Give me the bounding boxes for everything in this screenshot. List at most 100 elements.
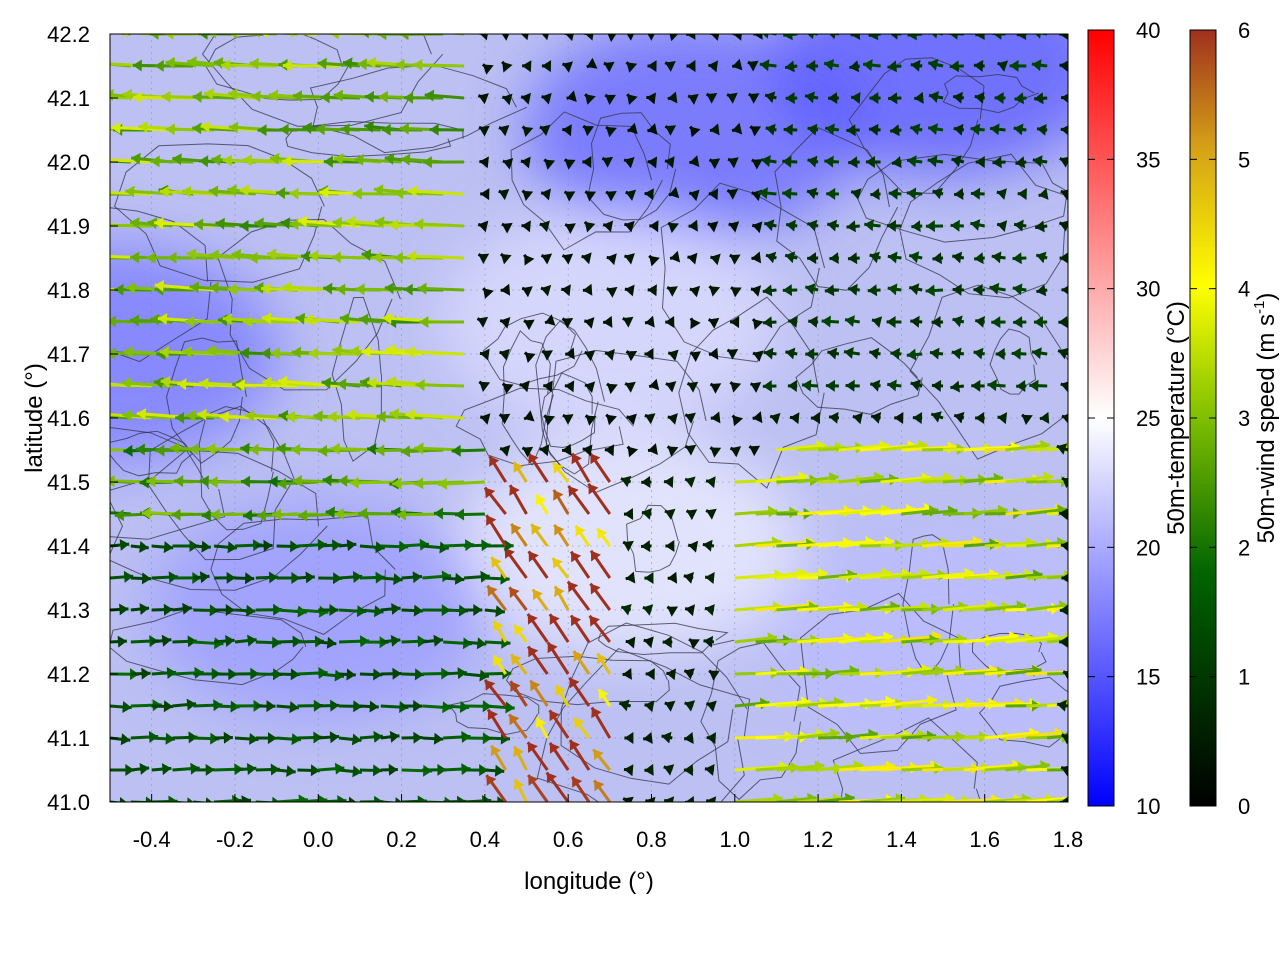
- wind-vector-head: [249, 443, 259, 456]
- wind-vector-head: [562, 443, 572, 456]
- wind-vector-head: [598, 689, 609, 700]
- wind-vector-head: [439, 541, 449, 554]
- wind-vector-head: [346, 539, 357, 552]
- wind-vector-head: [498, 125, 510, 137]
- wind-vector-head: [785, 92, 795, 105]
- wind-vector-head: [690, 126, 701, 138]
- wind-vector-head: [372, 251, 382, 264]
- wind-vector-head: [480, 188, 490, 201]
- wind-vector-head: [334, 508, 344, 520]
- wind-vector-head: [399, 122, 409, 135]
- wind-vector-head: [554, 524, 565, 536]
- wind-vector-shaft: [1047, 543, 1068, 548]
- wind-vector-head: [457, 667, 467, 680]
- wind-vector-head: [585, 94, 596, 105]
- contour-line: [110, 449, 328, 591]
- wind-vector-head: [1061, 734, 1068, 745]
- wind-vector-head: [80, 314, 89, 326]
- wind-vector-head: [139, 476, 149, 489]
- wind-vector-head: [824, 155, 834, 168]
- wind-vector-head: [569, 677, 580, 689]
- colorbar-tick-label: 5: [1238, 147, 1250, 172]
- wind-vector-shaft: [984, 731, 1040, 740]
- wind-vector-shaft: [1047, 606, 1068, 612]
- wind-vector-head: [667, 606, 679, 617]
- wind-vector-head: [457, 795, 467, 802]
- wind-vector-head: [132, 59, 142, 72]
- y-tick-label: 41.7: [47, 342, 90, 367]
- wind-vector-head: [201, 509, 211, 522]
- x-tick-label: 0.4: [470, 827, 501, 852]
- wind-vector-head: [487, 585, 498, 597]
- wind-vector-head: [169, 442, 180, 455]
- wind-vector-head: [709, 670, 720, 681]
- wind-vector-head: [392, 667, 402, 680]
- wind-vector-head: [249, 57, 259, 70]
- wind-vector-head: [869, 251, 880, 264]
- wind-vector-head: [146, 475, 156, 488]
- wind-vector-head: [1035, 34, 1041, 39]
- wind-vector-head: [268, 571, 279, 584]
- wind-vector-shaft: [405, 412, 465, 420]
- wind-vector-head: [373, 764, 383, 777]
- wind-vector-head: [910, 379, 921, 392]
- wind-vector-head: [1076, 729, 1086, 741]
- wind-vector-head: [749, 445, 761, 457]
- wind-vector-head: [382, 312, 392, 325]
- wind-vector-head: [270, 763, 280, 776]
- wind-vector-head: [647, 60, 657, 73]
- wind-vector-head: [990, 123, 1000, 136]
- wind-vector-head: [360, 376, 370, 389]
- wind-vector-head: [932, 187, 943, 200]
- wind-vector-head: [623, 540, 634, 552]
- wind-vector-head: [240, 347, 250, 359]
- y-tick-label: 41.5: [47, 470, 90, 495]
- wind-vector-head: [206, 442, 216, 455]
- wind-vector-head: [297, 215, 308, 228]
- wind-vector-head: [304, 313, 314, 326]
- wind-vector-head: [502, 93, 513, 106]
- wind-vector-head: [752, 411, 763, 424]
- wind-vector-head: [361, 249, 372, 261]
- wind-vector-shaft: [838, 539, 895, 548]
- wind-vector-head: [765, 91, 776, 104]
- wind-vector-head: [209, 281, 219, 294]
- wind-vector-head: [119, 539, 130, 551]
- wind-vector-head: [267, 248, 277, 261]
- wind-vector-head: [541, 34, 549, 41]
- wind-vector-head: [607, 383, 618, 395]
- wind-vector-head: [641, 540, 651, 553]
- wind-vector-head: [369, 700, 379, 713]
- wind-vector-head: [909, 283, 920, 296]
- wind-vector-head: [473, 604, 483, 616]
- wind-vector-head: [373, 668, 383, 681]
- wind-vector-head: [397, 508, 407, 521]
- wind-vector-head: [582, 283, 593, 296]
- wind-vector-head: [377, 34, 387, 41]
- wind-vector-head: [388, 763, 398, 776]
- wind-vector-head: [157, 313, 168, 325]
- wind-vector-head: [1031, 59, 1042, 72]
- wind-vector-head: [476, 637, 487, 650]
- wind-vector-head: [807, 252, 817, 265]
- wind-vector-head: [705, 572, 715, 584]
- wind-vector-head: [625, 381, 636, 393]
- wind-vector-head: [160, 375, 171, 388]
- wind-vector-head: [906, 348, 917, 361]
- wind-vector-head: [282, 281, 292, 294]
- wind-vector-head: [603, 61, 615, 73]
- wind-vector-head: [785, 251, 796, 264]
- wind-vector-head: [240, 442, 250, 455]
- wind-vector-head: [361, 345, 371, 358]
- wind-vector-head: [276, 187, 286, 200]
- wind-vector-head: [975, 412, 985, 424]
- wind-vector-head: [532, 589, 543, 601]
- wind-vector-head: [374, 605, 384, 618]
- wind-vector-head: [702, 539, 713, 552]
- wind-vector-head: [710, 253, 721, 266]
- contour-line: [540, 372, 596, 449]
- wind-vector-head: [751, 251, 762, 264]
- wind-vector-head: [667, 446, 679, 457]
- wind-vector-head: [648, 443, 658, 455]
